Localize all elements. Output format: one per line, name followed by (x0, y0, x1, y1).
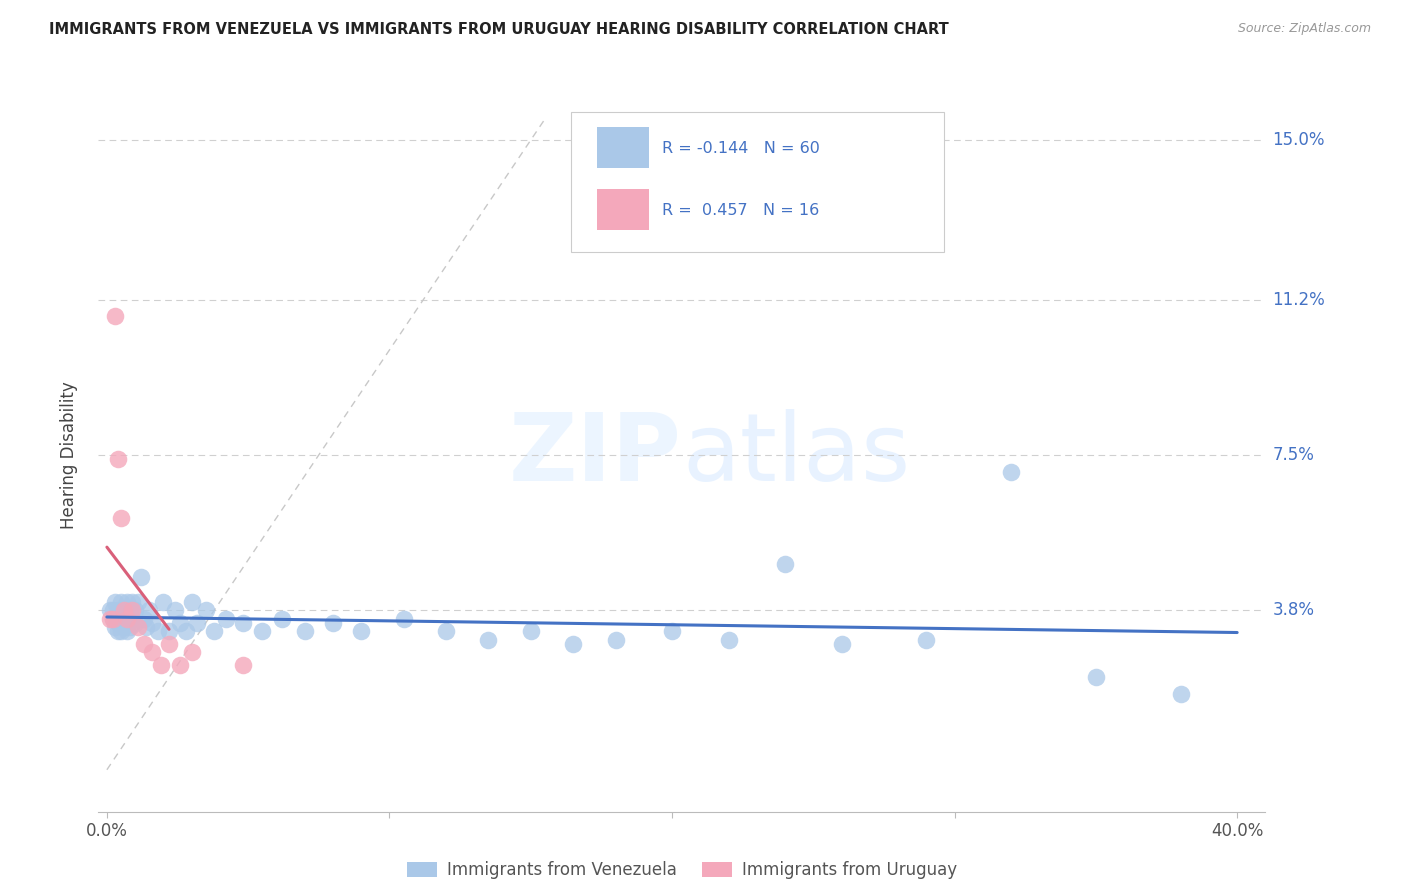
Point (915, 632, 938, 647)
Point (141, 615, 163, 630)
Text: 15.0%: 15.0% (1272, 131, 1324, 149)
Point (121, 612, 143, 626)
Point (110, 624, 132, 639)
FancyBboxPatch shape (596, 189, 650, 230)
Point (271, 612, 294, 626)
Point (135, 620, 157, 634)
Point (115, 595, 138, 609)
Point (121, 603, 143, 617)
Point (186, 615, 208, 630)
Point (294, 624, 316, 639)
Point (104, 612, 127, 626)
Point (231, 615, 253, 630)
Point (1000, 465, 1022, 479)
Text: 3.8%: 3.8% (1272, 601, 1315, 619)
Point (127, 620, 149, 634)
Point (118, 603, 141, 617)
Point (129, 569, 152, 583)
Point (112, 620, 135, 634)
Point (107, 452, 129, 467)
Point (214, 612, 236, 626)
Point (121, 595, 143, 609)
Point (157, 624, 180, 639)
Point (392, 612, 415, 626)
Point (107, 603, 129, 617)
Point (146, 624, 169, 639)
Point (717, 632, 740, 647)
Point (110, 511, 132, 525)
Point (101, 612, 124, 626)
Text: R = -0.144   N = 60: R = -0.144 N = 60 (662, 141, 820, 155)
Point (132, 637, 155, 651)
Point (180, 645, 202, 659)
Point (115, 612, 138, 626)
Text: 7.5%: 7.5% (1272, 446, 1315, 464)
Point (605, 632, 627, 647)
Point (112, 603, 135, 617)
Point (104, 310, 127, 324)
Point (107, 624, 129, 639)
Point (149, 657, 172, 672)
Point (115, 624, 138, 639)
Point (104, 595, 127, 609)
Point (831, 637, 853, 651)
Text: atlas: atlas (682, 409, 910, 501)
Point (202, 624, 225, 639)
Point (98, 603, 121, 617)
Point (477, 632, 499, 647)
Text: R =  0.457   N = 16: R = 0.457 N = 16 (662, 202, 820, 218)
Point (434, 624, 457, 639)
Text: IMMIGRANTS FROM VENEZUELA VS IMMIGRANTS FROM URUGUAY HEARING DISABILITY CORRELAT: IMMIGRANTS FROM VENEZUELA VS IMMIGRANTS … (49, 22, 949, 37)
Point (661, 624, 683, 639)
Point (519, 624, 541, 639)
Point (98, 612, 121, 626)
Point (252, 624, 274, 639)
Point (124, 615, 146, 630)
Point (124, 603, 146, 617)
Point (104, 620, 127, 634)
Point (231, 657, 253, 672)
FancyBboxPatch shape (596, 127, 650, 168)
Point (101, 612, 124, 626)
FancyBboxPatch shape (571, 112, 945, 252)
Point (152, 595, 174, 609)
Point (773, 557, 796, 571)
Point (163, 603, 186, 617)
Point (169, 615, 191, 630)
Point (1084, 670, 1107, 684)
Point (110, 612, 132, 626)
Point (115, 612, 138, 626)
Point (350, 624, 373, 639)
Text: 11.2%: 11.2% (1272, 291, 1326, 309)
Point (138, 603, 160, 617)
Point (141, 645, 163, 659)
Point (322, 615, 344, 630)
Point (107, 615, 129, 630)
Point (101, 603, 124, 617)
Point (112, 603, 135, 617)
Point (562, 637, 585, 651)
Point (174, 624, 197, 639)
Point (132, 612, 155, 626)
Text: Source: ZipAtlas.com: Source: ZipAtlas.com (1237, 22, 1371, 36)
Point (118, 620, 141, 634)
Y-axis label: Hearing Disability: Hearing Disability (59, 381, 77, 529)
Point (1170, 687, 1192, 701)
Point (127, 595, 149, 609)
Point (169, 657, 191, 672)
Text: ZIP: ZIP (509, 409, 682, 501)
Legend: Immigrants from Venezuela, Immigrants from Uruguay: Immigrants from Venezuela, Immigrants fr… (401, 855, 963, 886)
Point (157, 637, 180, 651)
Point (110, 595, 132, 609)
Point (180, 595, 202, 609)
Point (194, 603, 217, 617)
